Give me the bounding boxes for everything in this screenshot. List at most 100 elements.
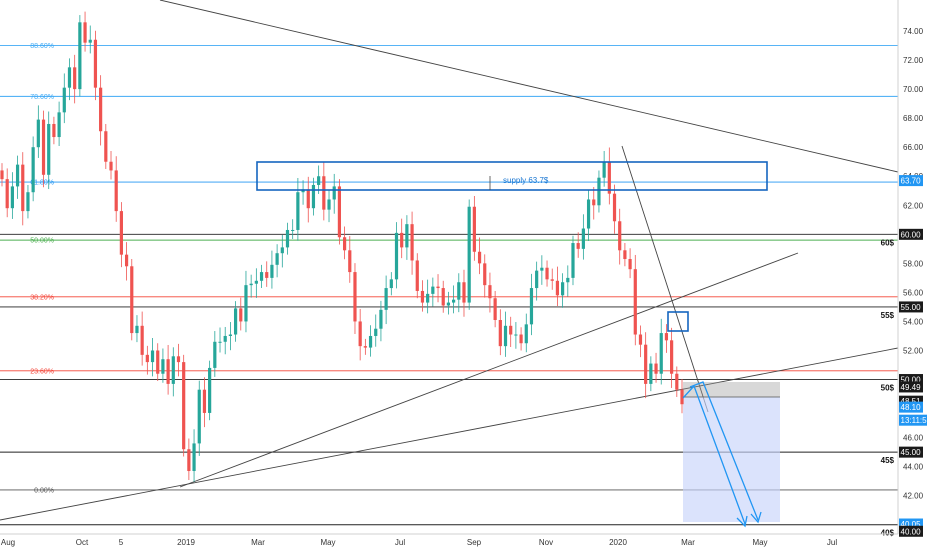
candle-body (259, 272, 264, 281)
y-tick-label: 66.00 (903, 143, 924, 152)
candle-body (348, 250, 352, 273)
price-badge-label: 50.00 (901, 376, 922, 385)
y-tick-label: 46.00 (903, 434, 924, 443)
supply-zone-box (256, 161, 768, 191)
candle-body (202, 389, 207, 413)
level-label: 45$ (881, 456, 895, 465)
retest-box (667, 311, 689, 332)
candle-body (374, 328, 378, 336)
candle-body (555, 280, 560, 296)
candle-body (192, 443, 196, 472)
candle-body (135, 325, 139, 334)
x-tick-label: Nov (539, 538, 553, 547)
candle-body (10, 186, 14, 209)
candle-body (223, 335, 227, 342)
descending-trendline (159, 0, 899, 173)
candle-body (633, 269, 637, 335)
price-badge-label: 40.00 (901, 527, 922, 536)
candle-body (78, 22, 82, 90)
level-label: 55$ (881, 311, 895, 320)
candle-body (535, 270, 539, 289)
candle-body (296, 192, 300, 230)
candle-body (509, 325, 513, 335)
candle-body (477, 251, 482, 264)
candle-body (124, 254, 129, 267)
candle-body (353, 272, 357, 322)
candle-body (628, 259, 632, 270)
candle-body (62, 87, 66, 113)
candle-body (161, 359, 165, 374)
candle-body (571, 243, 575, 278)
candle-body (228, 334, 232, 336)
candle-body (21, 164, 25, 212)
price-badge (899, 374, 923, 386)
candle-body (529, 288, 534, 325)
x-tick-label: 5 (119, 538, 124, 547)
y-tick-label: 74.00 (903, 27, 924, 36)
candle-body (31, 147, 35, 193)
y-tick-label: 72.00 (903, 56, 924, 65)
price-badge (899, 414, 927, 426)
annotation-boxes: supply 63.7$ (256, 161, 768, 332)
price-badge (899, 175, 923, 187)
candle-body (644, 344, 648, 384)
x-tick-label: Mar (251, 538, 265, 547)
candle-body (436, 286, 440, 289)
candle-body (592, 199, 596, 206)
candle-body (467, 206, 471, 303)
candle-body (275, 253, 279, 265)
candle-body (581, 228, 585, 249)
candle-body (519, 334, 523, 344)
x-tick-label: Mar (681, 538, 695, 547)
candle-body (73, 67, 77, 90)
fib-label: 61.80% (30, 180, 54, 187)
price-badge-label: 13:11:53 (901, 416, 932, 425)
candle-body (670, 340, 674, 374)
candle-body (171, 356, 175, 384)
candle-body (130, 266, 134, 334)
candle-body (680, 389, 684, 405)
candle-body (638, 334, 643, 345)
fib-label: 88.60% (30, 43, 54, 50)
candle-body (472, 206, 476, 252)
x-tick-label: Jul (827, 538, 837, 547)
candle-body (623, 250, 627, 260)
ascending-trendline-steep (179, 252, 799, 488)
candle-body (550, 279, 554, 281)
candle-body (140, 325, 144, 355)
x-tick-label: Jul (395, 538, 405, 547)
candle-body (514, 334, 518, 336)
candle-body (618, 221, 622, 251)
level-label: 60$ (881, 238, 895, 247)
candle-body (664, 333, 669, 341)
candlestick-series (0, 11, 684, 482)
y-tick-label: 44.00 (903, 463, 924, 472)
level-label: 50$ (881, 384, 895, 393)
candle-body (415, 260, 419, 291)
y-tick-label: 56.00 (903, 288, 924, 297)
candle-body (654, 363, 658, 374)
candle-body (394, 232, 399, 280)
fib-label: 0.00% (34, 487, 54, 494)
candle-body (410, 224, 414, 261)
ascending-trendline-shallow (0, 347, 899, 521)
price-badge-label: 48.10 (901, 403, 922, 412)
candle-body (426, 293, 430, 303)
candle-body (675, 373, 679, 390)
candle-body (119, 211, 123, 255)
price-badge (899, 301, 923, 313)
candle-body (441, 288, 445, 306)
price-badges: 63.7060.0055.0050.0049.4948.5148.1013:11… (899, 175, 932, 537)
candle-body (358, 321, 362, 347)
candle-body (150, 350, 155, 363)
price-badge-label: 40.05 (901, 520, 922, 529)
time-axis: Aug Oct 5 2019 Mar May Jul Sep Nov 2020 Mar May Jul (0, 533, 898, 547)
candle-body (576, 243, 580, 249)
candle-body (41, 119, 46, 175)
supply-label: supply 63.7$ (503, 176, 549, 185)
candle-body (384, 288, 388, 310)
candle-body (291, 229, 295, 231)
candle-body (561, 282, 565, 296)
candle-body (612, 193, 617, 222)
